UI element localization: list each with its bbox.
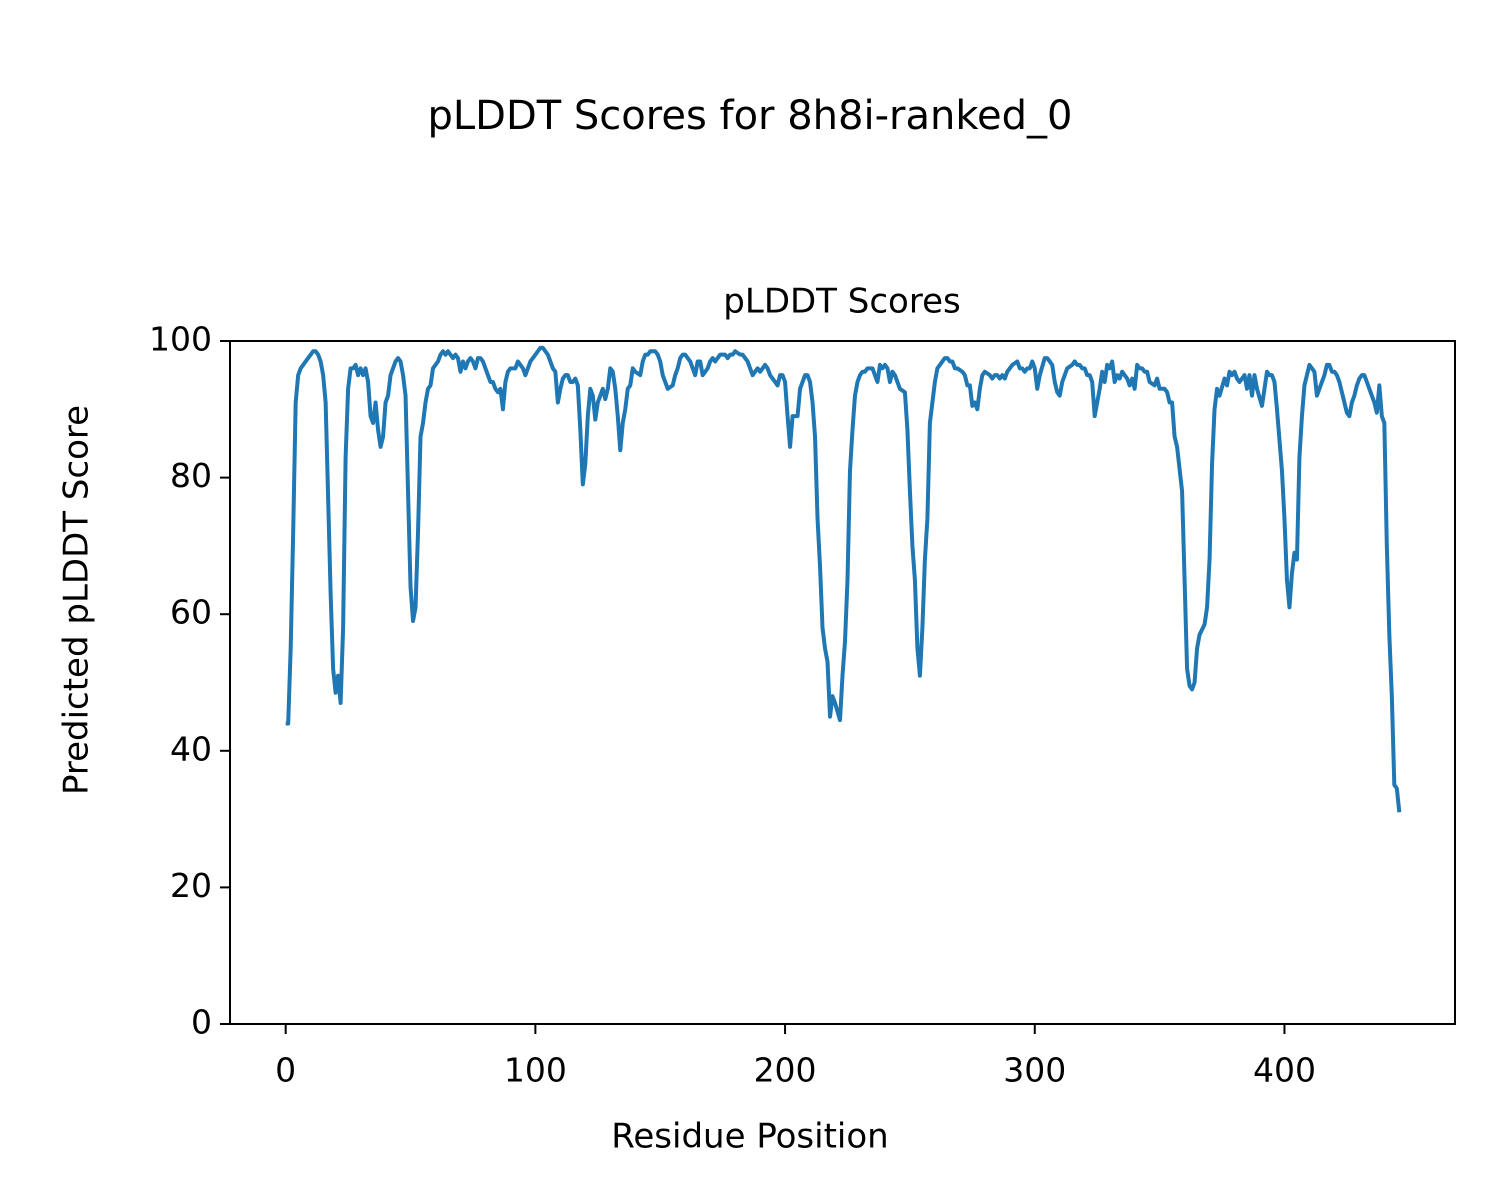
x-tick-label: 200	[754, 1051, 817, 1090]
plot-frame	[229, 340, 1456, 1025]
chart-title: pLDDT Scores for 8h8i-ranked_0	[427, 93, 1072, 139]
y-tick-label: 40	[170, 729, 212, 768]
x-tick-label: 300	[1003, 1051, 1066, 1090]
chart-subtitle: pLDDT Scores	[723, 282, 960, 322]
y-tick-label: 80	[170, 456, 212, 495]
x-axis-label: Residue Position	[611, 1117, 888, 1157]
y-tick-label: 100	[149, 320, 212, 359]
y-tick-label: 60	[170, 593, 212, 632]
x-tick-label: 400	[1253, 1051, 1316, 1090]
y-axis-label: Predicted pLDDT Score	[57, 405, 97, 795]
y-tick-label: 20	[170, 866, 212, 905]
y-tick-label: 0	[191, 1003, 212, 1042]
line-series	[285, 345, 1402, 813]
x-tick-label: 100	[504, 1051, 567, 1090]
x-tick-label: 0	[275, 1051, 296, 1090]
